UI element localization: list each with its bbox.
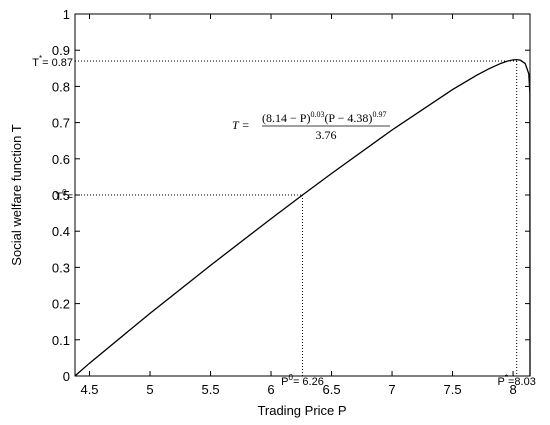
y-tick-label: 0.1 [52,333,70,348]
x-tick-label: 8 [509,382,516,397]
reference-x-label-base: P [498,376,505,388]
reference-x-label-text: = 6.26 [293,376,324,388]
x-tick-label: 6 [267,382,274,397]
formula-exp: 0.97 [372,110,386,119]
reference-y-label-sup: * [39,54,42,63]
y-tick-label: 0.6 [52,152,70,167]
formula-term: (P − 4.38) [324,111,372,125]
formula-numerator: (8.14 − P)0.03(P − 4.38)0.97 [262,110,386,125]
reference-x-label-sup: 0 [289,373,294,382]
reference-x-label-text: =8.03 [508,376,536,388]
reference-x-label-sup: * [505,373,508,382]
y-tick-label: 0.9 [52,43,70,58]
y-axis-label: Social welfare function T [9,124,24,265]
formula-exp: 0.03 [310,110,324,119]
plot-frame [74,13,531,377]
y-tick-label: 0.3 [52,260,70,275]
reference-y-label-sup: 0 [62,188,67,197]
x-axis-label: Trading Price P [257,403,346,418]
x-tick-label: 7 [388,382,395,397]
curve [74,58,531,377]
reference-y-label: T0= [55,188,73,203]
x-tick-label: 4.5 [80,382,98,397]
y-tick-label: 0.5 [52,188,70,203]
reference-x-label: P0= 6.26 [281,373,324,388]
reference-x-label-base: P [281,376,288,388]
x-tick-label: 6.5 [323,382,341,397]
y-tick-label: 0.7 [52,116,70,131]
formula-lhs: T = [232,118,250,132]
formula-denominator: 3.76 [316,128,337,142]
y-tick-label: 0 [63,369,70,384]
reference-y-label-text: = [67,191,73,203]
reference-y-label: T*= 0.87 [32,54,73,69]
y-tick-label: 1 [63,7,70,22]
reference-y-label-base: T [32,57,39,69]
x-tick-label: 7.5 [444,382,462,397]
x-tick-label: 5 [146,382,153,397]
reference-y-label-base: T [55,191,62,203]
reference-x-label: P*=8.03 [498,373,536,388]
reference-y-label-text: = 0.87 [42,57,73,69]
y-tick-label: 0.8 [52,79,70,94]
y-tick-label: 0.4 [52,224,70,239]
y-tick-label: 0.2 [52,297,70,312]
x-tick-label: 5.5 [201,382,219,397]
formula-term: (8.14 − P) [262,111,310,125]
